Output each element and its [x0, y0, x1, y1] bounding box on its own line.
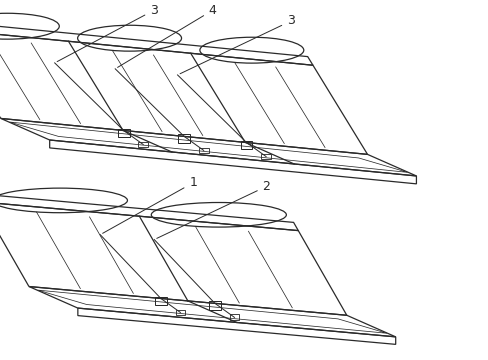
Text: 4: 4	[117, 4, 216, 67]
Text: 3: 3	[180, 14, 294, 74]
Text: 3: 3	[57, 4, 158, 62]
Text: 2: 2	[157, 180, 270, 238]
Text: 1: 1	[102, 176, 197, 233]
